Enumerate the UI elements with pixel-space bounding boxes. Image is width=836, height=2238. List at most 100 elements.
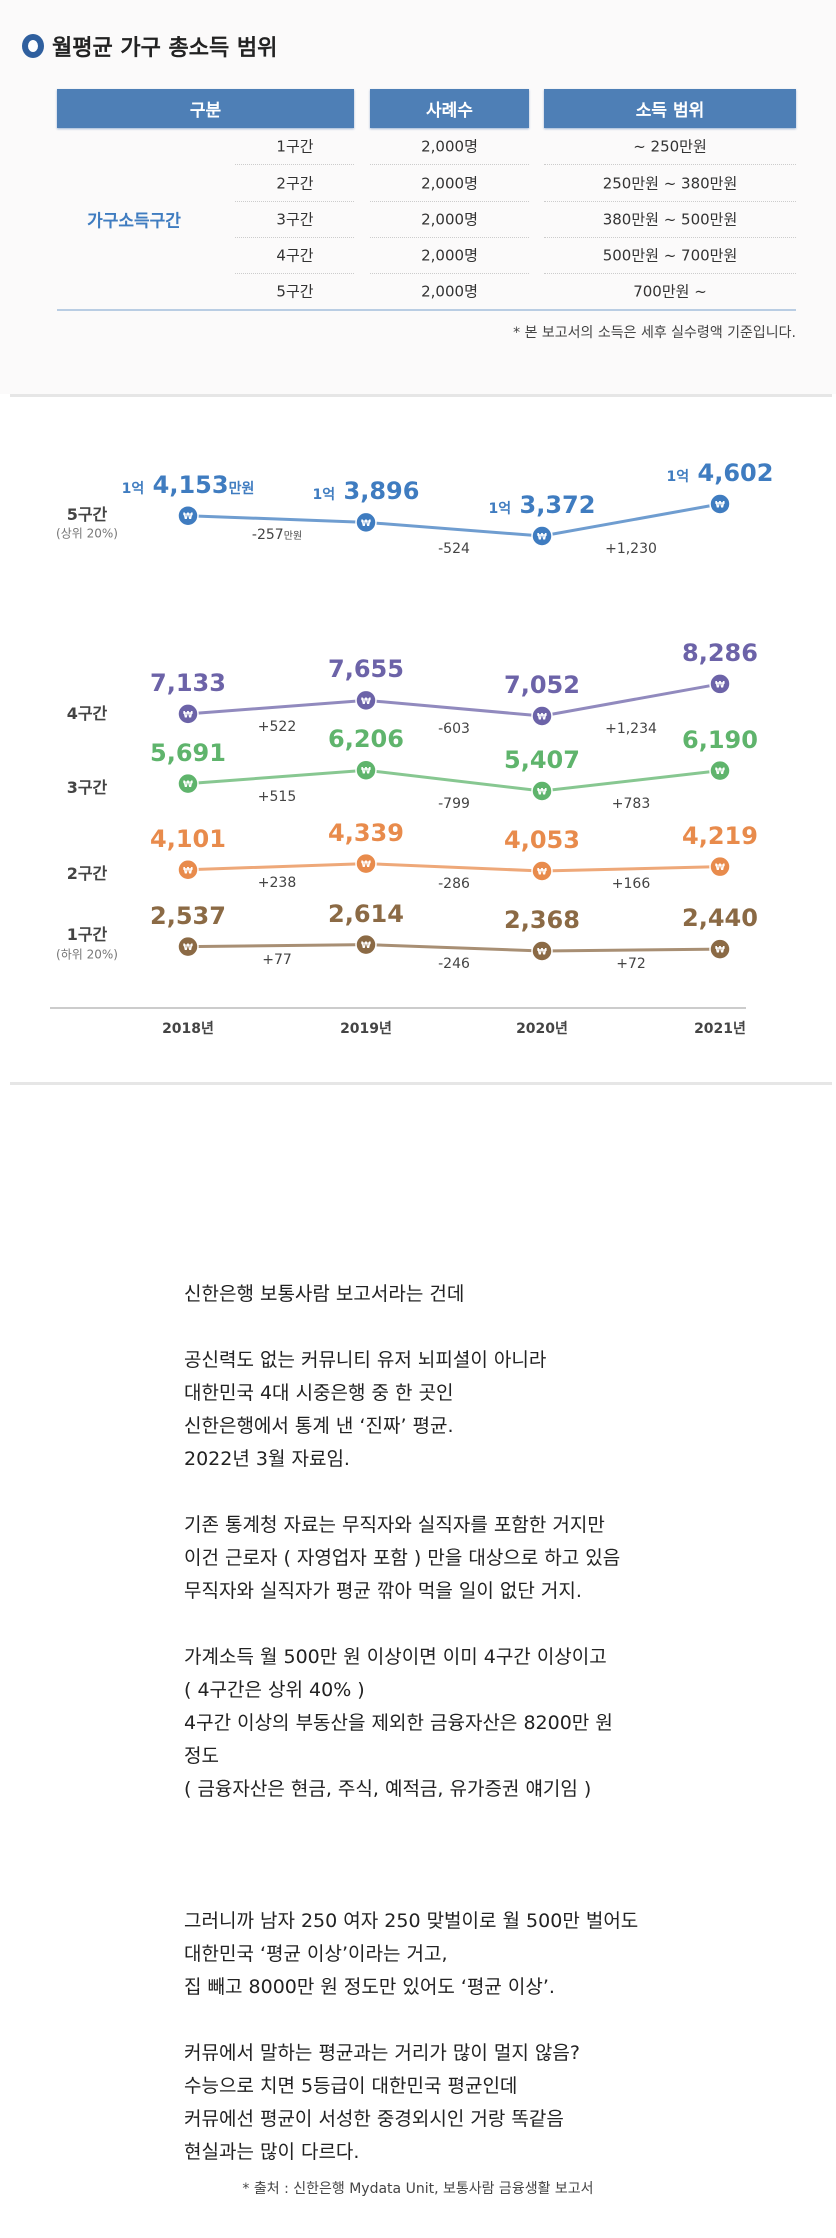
income-range-section bbox=[0, 0, 836, 394]
table-cell-count: 2,000명 bbox=[421, 210, 478, 229]
delta-label: +166 bbox=[612, 876, 650, 892]
divider bbox=[10, 394, 832, 397]
data-point bbox=[709, 938, 731, 960]
won-icon: ₩ bbox=[361, 519, 371, 529]
won-icon: ₩ bbox=[715, 680, 725, 690]
x-tick-label: 2018년 bbox=[162, 1021, 214, 1037]
blank-line bbox=[184, 1839, 638, 1872]
value-number: 4,339 bbox=[328, 818, 404, 847]
series-line bbox=[187, 682, 721, 718]
header-category: 구분 bbox=[57, 89, 354, 128]
post-line: 그러니까 남자 250 여자 250 맞벌이로 월 500만 벌어도 bbox=[184, 1910, 639, 1932]
won-icon: ₩ bbox=[537, 788, 547, 798]
data-label: 1억 4,602 bbox=[667, 459, 774, 487]
data-label: 4,101 bbox=[150, 825, 226, 853]
won-icon: ₩ bbox=[715, 501, 725, 511]
data-label: 1억 3,896 bbox=[313, 477, 420, 505]
table-cell-range: 700만원 ~ bbox=[633, 282, 707, 301]
data-label: 4,053 bbox=[504, 826, 580, 854]
won-icon: ₩ bbox=[537, 948, 547, 958]
series-label: 2구간 bbox=[66, 864, 108, 883]
row-divider bbox=[544, 273, 796, 274]
table-cell-count: 2,000명 bbox=[421, 246, 478, 265]
value-suffix: 만원 bbox=[228, 480, 255, 497]
value-number: 2,440 bbox=[682, 904, 758, 933]
table-cell-range: ~ 250만원 bbox=[633, 137, 707, 156]
data-label: 4,339 bbox=[328, 819, 404, 847]
row-divider bbox=[544, 164, 796, 165]
value-number: 5,691 bbox=[150, 738, 226, 767]
won-icon: ₩ bbox=[537, 533, 547, 543]
header-count: 사례수 bbox=[370, 89, 529, 128]
post-line: ( 4구간은 상위 40% ) bbox=[184, 1679, 365, 1701]
delta-number: -286 bbox=[438, 876, 470, 892]
data-point bbox=[355, 933, 377, 956]
row-divider bbox=[544, 201, 796, 202]
data-label: 7,655 bbox=[328, 655, 404, 683]
row-divider bbox=[544, 237, 796, 238]
series-line bbox=[187, 768, 721, 793]
post-line: 2022년 3월 자료임. bbox=[184, 1448, 350, 1470]
delta-number: +77 bbox=[262, 951, 292, 968]
table-cell-count: 2,000명 bbox=[421, 174, 478, 193]
value-number: 4,101 bbox=[150, 824, 226, 853]
delta-label: +1,230 bbox=[605, 541, 657, 557]
value-number: 2,614 bbox=[328, 899, 404, 928]
divider bbox=[10, 1082, 832, 1085]
table-cell-range: 500만원 ~ 700만원 bbox=[602, 246, 738, 265]
delta-label: +238 bbox=[258, 875, 296, 891]
post-line: 수능으로 치면 5등급이 대한민국 평균인데 bbox=[184, 2075, 518, 2097]
data-point bbox=[355, 759, 377, 781]
blank-line bbox=[184, 1806, 638, 1839]
post-line: 신한은행 보통사람 보고서라는 건데 bbox=[184, 1283, 465, 1305]
delta-number: -246 bbox=[438, 956, 470, 972]
post-line: 가계소득 월 500만 원 이상이면 이미 4구간 이상이고 bbox=[184, 1646, 607, 1668]
data-point bbox=[355, 511, 377, 534]
data-label: 1억 3,372 bbox=[489, 491, 596, 519]
data-label: 2,537 bbox=[150, 902, 226, 930]
value-number: 7,052 bbox=[504, 671, 580, 699]
value-prefix: 1억 bbox=[666, 469, 690, 486]
value-number: 3,372 bbox=[519, 491, 596, 519]
data-point bbox=[709, 493, 731, 515]
series-line bbox=[187, 502, 721, 538]
series-label: 3구간 bbox=[66, 778, 108, 797]
table-cell-count: 2,000명 bbox=[421, 137, 478, 156]
delta-number: -257 bbox=[251, 527, 284, 544]
won-icon: ₩ bbox=[715, 946, 725, 956]
series-sublabel: (하위 20%) bbox=[56, 947, 118, 962]
blank-line bbox=[184, 1608, 638, 1641]
data-point bbox=[177, 772, 199, 795]
data-label: 6,206 bbox=[328, 725, 404, 753]
won-icon: ₩ bbox=[361, 767, 371, 777]
series-line bbox=[187, 943, 721, 953]
row-divider bbox=[370, 237, 529, 238]
data-point bbox=[709, 673, 731, 695]
data-point bbox=[709, 759, 731, 782]
delta-number: +1,230 bbox=[605, 541, 657, 557]
post-body: 신한은행 보통사람 보고서라는 건데 공신력도 없는 커뮤니티 유저 뇌피셜이 아… bbox=[184, 1278, 638, 2169]
data-label: 5,691 bbox=[150, 739, 226, 767]
post-line: 커뮤에선 평균이 서성한 중경외시인 거랑 똑같음 bbox=[184, 2108, 564, 2130]
data-point bbox=[531, 705, 553, 727]
delta-number: +1,234 bbox=[605, 721, 657, 737]
table-bottom-rule bbox=[57, 309, 796, 311]
won-icon: ₩ bbox=[361, 860, 371, 870]
data-label: 2,614 bbox=[328, 900, 404, 928]
value-number: 4,219 bbox=[682, 821, 758, 850]
delta-label: +515 bbox=[258, 789, 296, 805]
delta-number: +783 bbox=[611, 796, 651, 812]
data-label: 8,286 bbox=[682, 639, 758, 667]
value-prefix: 1억 bbox=[488, 501, 512, 517]
delta-number: -603 bbox=[438, 721, 470, 737]
series-label: 5구간 bbox=[66, 505, 108, 524]
delta-label: -257만원 bbox=[252, 527, 302, 543]
data-point bbox=[531, 525, 553, 547]
delta-number: -799 bbox=[438, 796, 470, 812]
value-number: 4,602 bbox=[697, 459, 774, 488]
post-line: 커뮤에서 말하는 평균과는 거리가 많이 멀지 않음? bbox=[184, 2042, 580, 2064]
post-line: 대한민국 4대 시중은행 중 한 곳인 bbox=[184, 1382, 454, 1404]
won-icon: ₩ bbox=[715, 767, 725, 777]
won-icon: ₩ bbox=[715, 863, 725, 873]
delta-label: +1,234 bbox=[605, 721, 657, 737]
